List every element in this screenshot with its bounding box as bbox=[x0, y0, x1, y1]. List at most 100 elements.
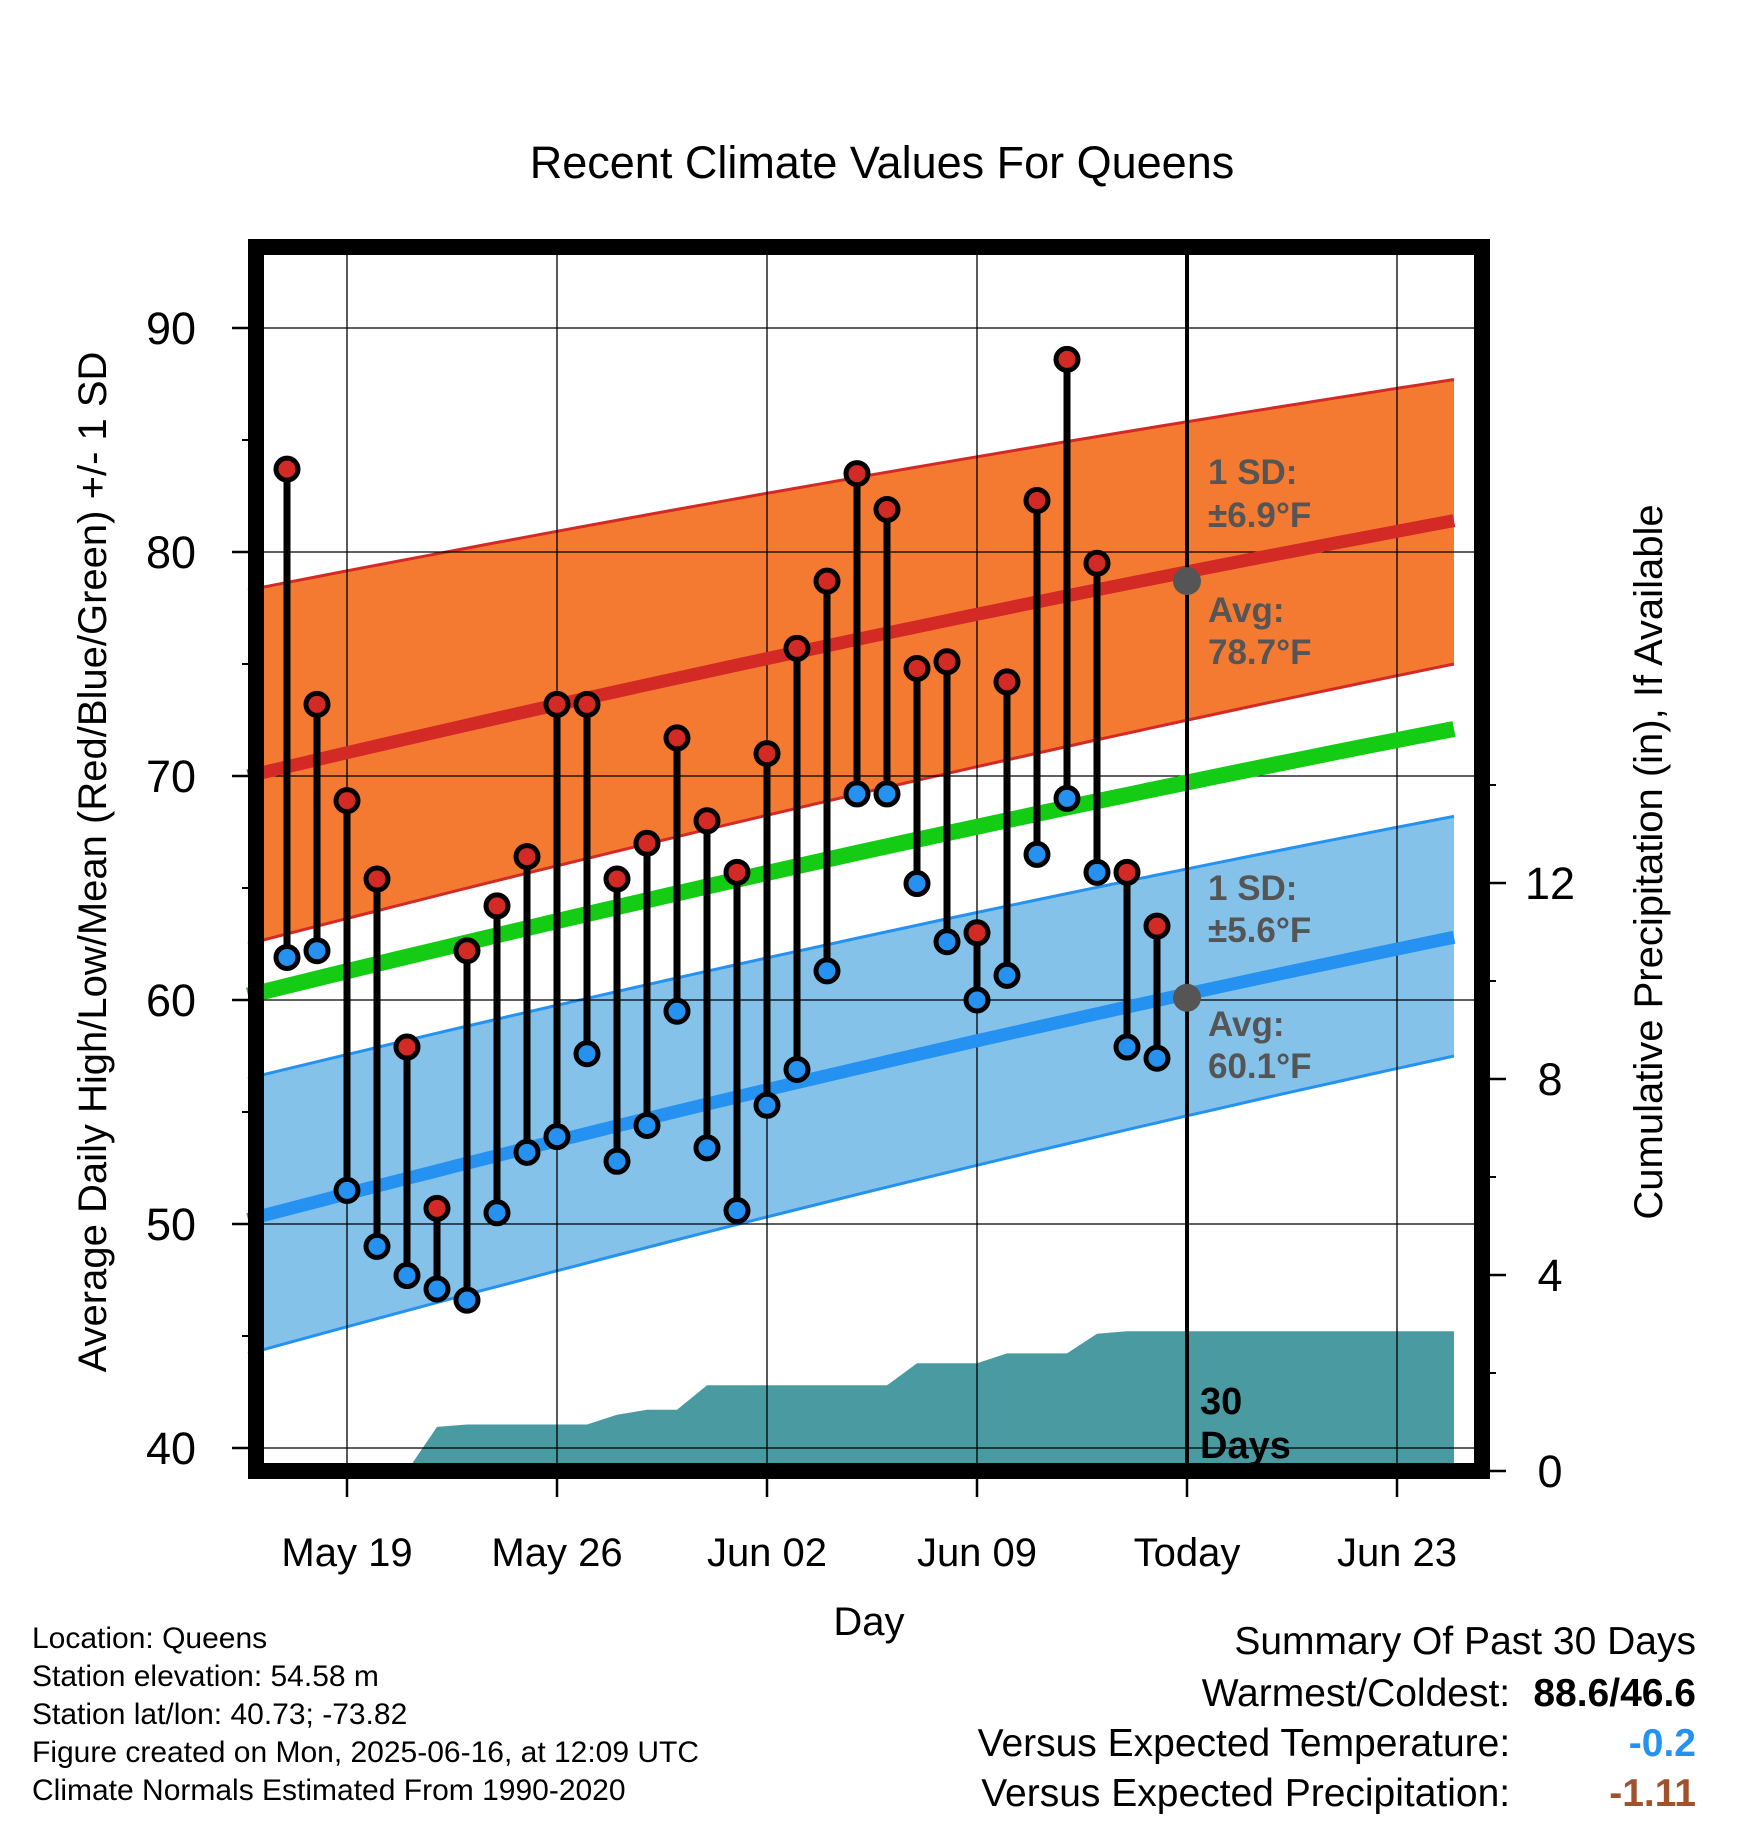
daily-high-point bbox=[393, 1033, 421, 1061]
daily-low-point bbox=[303, 937, 331, 965]
daily-high-point bbox=[753, 740, 781, 768]
daily-low-point bbox=[873, 780, 901, 808]
daily-low-point bbox=[1053, 784, 1081, 812]
normal-high-band bbox=[248, 379, 1454, 944]
daily-high-point bbox=[1083, 549, 1111, 577]
daily-high-point bbox=[693, 807, 721, 835]
warmest-value: 88.6 bbox=[1533, 1672, 1610, 1715]
daily-low-point bbox=[993, 961, 1021, 989]
daily-low-point bbox=[663, 997, 691, 1025]
normal-low-band bbox=[248, 816, 1454, 1354]
x-tick-label: May 19 bbox=[281, 1531, 412, 1575]
daily-high-point bbox=[723, 858, 751, 886]
plot-frame bbox=[248, 239, 1490, 1479]
daily-low-point bbox=[423, 1275, 451, 1303]
daily-low-point bbox=[603, 1147, 631, 1175]
daily-high-point bbox=[1143, 912, 1171, 940]
low-avg-label: Avg: bbox=[1208, 1005, 1284, 1044]
latlon-text: Station lat/lon: 40.73; -73.82 bbox=[32, 1698, 408, 1731]
daily-low-point bbox=[933, 928, 961, 956]
chart-title: Recent Climate Values For Queens bbox=[530, 137, 1235, 188]
cumulative-precipitation-area bbox=[407, 1331, 1454, 1471]
warm-cold-label: Warmest/Coldest: bbox=[1201, 1672, 1511, 1715]
high-sd-label: 1 SD: bbox=[1208, 453, 1297, 492]
normals-text: Climate Normals Estimated From 1990-2020 bbox=[32, 1774, 626, 1807]
warm-cold-value: 88.6/46.6 bbox=[1521, 1672, 1696, 1716]
y2-tick-label: 8 bbox=[1537, 1054, 1562, 1105]
daily-high-point bbox=[903, 654, 931, 682]
daily-low-point bbox=[393, 1262, 421, 1290]
normal-low-band-lower-edge bbox=[247, 1054, 1455, 1356]
days-label-text: Days bbox=[1200, 1425, 1291, 1467]
daily-high-point bbox=[783, 634, 811, 662]
normal-mean-line bbox=[246, 721, 1456, 1004]
y-tick-label: 50 bbox=[146, 1199, 196, 1250]
daily-low-point bbox=[1083, 858, 1111, 886]
x-tick-label: Jun 23 bbox=[1337, 1531, 1457, 1575]
precip-anomaly-label: Versus Expected Precipitation: bbox=[981, 1772, 1511, 1815]
x-axis-label: Day bbox=[833, 1600, 904, 1644]
daily-low-point bbox=[273, 943, 301, 971]
daily-high-point bbox=[843, 460, 871, 488]
daily-high-point bbox=[873, 495, 901, 523]
daily-high-point bbox=[333, 787, 361, 815]
daily-low-point bbox=[633, 1111, 661, 1139]
daily-high-point bbox=[303, 690, 331, 718]
daily-high-point bbox=[933, 648, 961, 676]
normal-high-line bbox=[246, 514, 1456, 783]
y2-tick-label: 12 bbox=[1525, 858, 1575, 909]
precip-anomaly-value: -1.11 bbox=[1609, 1772, 1696, 1815]
daily-high-point bbox=[813, 567, 841, 595]
daily-high-point bbox=[663, 724, 691, 752]
y-axis-label: Average Daily High/Low/Mean (Red/Blue/Gr… bbox=[71, 352, 115, 1373]
normal-low-band-upper-edge bbox=[247, 814, 1455, 1080]
y-tick-label: 70 bbox=[146, 751, 196, 802]
daily-low-point bbox=[513, 1138, 541, 1166]
daily-low-point bbox=[693, 1134, 721, 1162]
daily-high-point bbox=[273, 455, 301, 483]
y-tick-label: 80 bbox=[146, 527, 196, 578]
daily-high-point bbox=[1113, 858, 1141, 886]
summary-title: Summary Of Past 30 Days bbox=[1234, 1620, 1696, 1663]
high-avg-label: Avg: bbox=[1208, 591, 1284, 630]
daily-high-point bbox=[453, 937, 481, 965]
y2-axis-label: Cumulative Precipitation (in), If Availa… bbox=[1627, 504, 1671, 1219]
daily-low-point bbox=[483, 1199, 511, 1227]
coldest-value: 46.6 bbox=[1620, 1672, 1696, 1715]
daily-high-point bbox=[993, 668, 1021, 696]
daily-low-point bbox=[573, 1040, 601, 1068]
x-tick-label: Jun 02 bbox=[707, 1531, 827, 1575]
daily-high-point bbox=[573, 690, 601, 718]
high-sd-value: ±6.9°F bbox=[1208, 496, 1311, 535]
daily-low-point bbox=[1113, 1033, 1141, 1061]
station-info: Location: Queens Station elevation: 54.5… bbox=[32, 1620, 699, 1810]
temp-anomaly-value: -0.2 bbox=[1628, 1722, 1696, 1765]
summary-temperature: Versus Expected Temperature: -0.2 bbox=[978, 1722, 1696, 1766]
low-sd-label: 1 SD: bbox=[1208, 869, 1297, 908]
daily-high-point bbox=[603, 865, 631, 893]
daily-low-point bbox=[1143, 1044, 1171, 1072]
daily-high-point bbox=[1023, 486, 1051, 514]
x-tick-label: Today bbox=[1134, 1531, 1241, 1575]
daily-low-point bbox=[903, 870, 931, 898]
low-avg-value: 60.1°F bbox=[1208, 1047, 1312, 1086]
daily-high-point bbox=[363, 865, 391, 893]
y-tick-label: 40 bbox=[146, 1423, 196, 1474]
x-tick-label: Jun 09 bbox=[917, 1531, 1037, 1575]
daily-low-point bbox=[453, 1286, 481, 1314]
warm-cold-separator: / bbox=[1609, 1672, 1621, 1715]
daily-low-point bbox=[723, 1197, 751, 1225]
daily-low-point bbox=[1023, 840, 1051, 868]
daily-low-point bbox=[543, 1123, 571, 1151]
daily-high-point bbox=[513, 843, 541, 871]
summary-precipitation: Versus Expected Precipitation: -1.11 bbox=[981, 1772, 1696, 1816]
daily-high-point bbox=[1053, 345, 1081, 373]
daily-high-point bbox=[963, 919, 991, 947]
normal-low-line bbox=[246, 930, 1456, 1226]
elevation-text: Station elevation: 54.58 m bbox=[32, 1660, 379, 1693]
y2-tick-label: 0 bbox=[1537, 1446, 1562, 1497]
daily-high-point bbox=[483, 892, 511, 920]
created-text: Figure created on Mon, 2025-06-16, at 12… bbox=[32, 1736, 700, 1769]
daily-low-point bbox=[333, 1176, 361, 1204]
